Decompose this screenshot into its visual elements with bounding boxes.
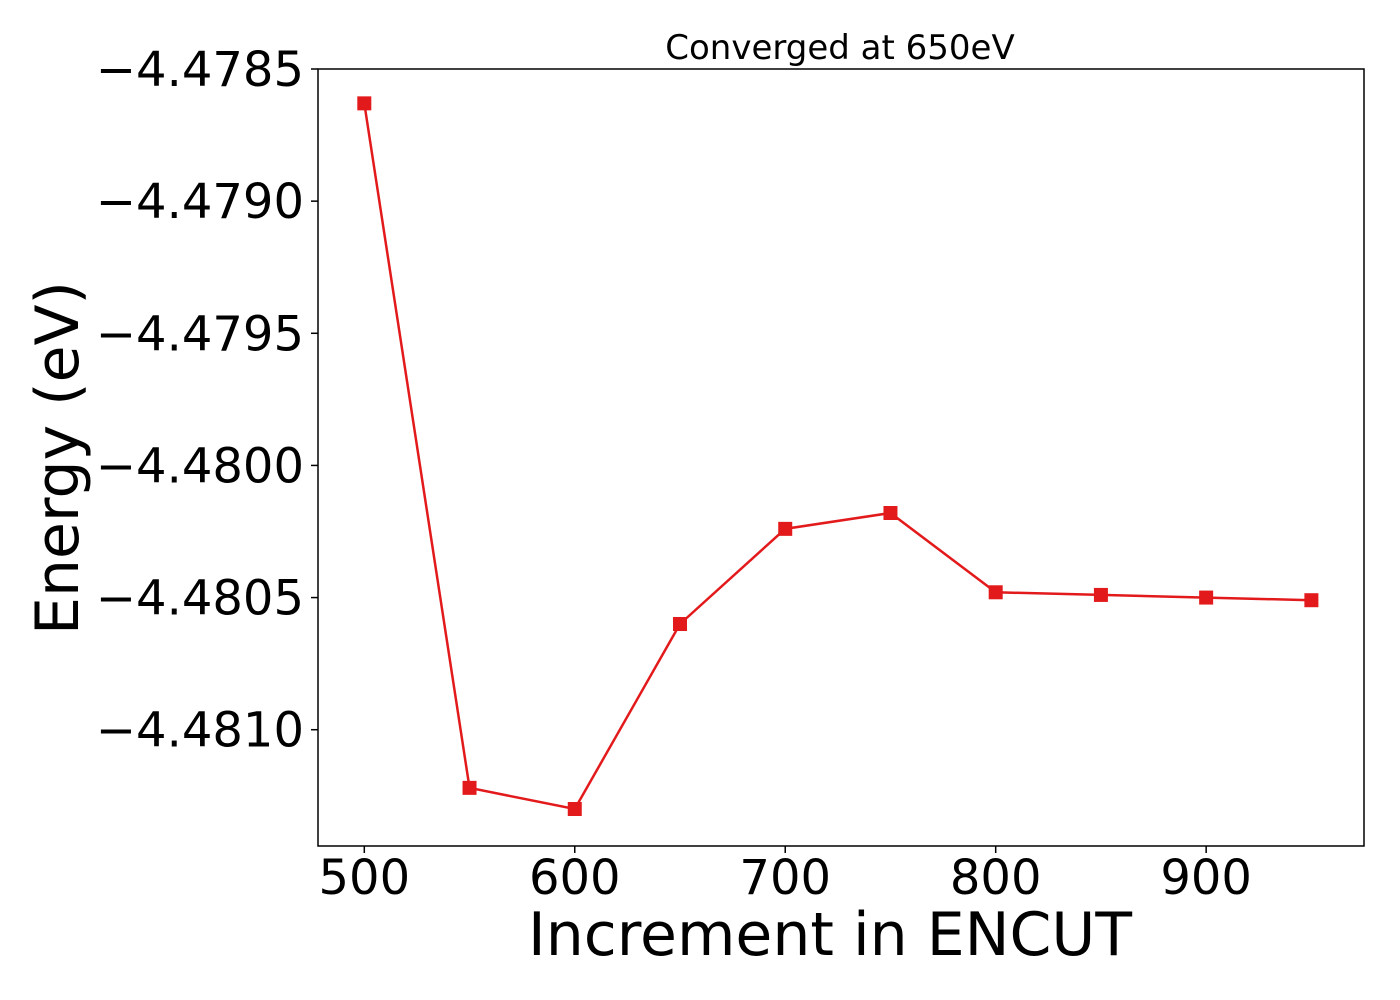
data-point-marker [988,585,1003,600]
y-axis-label: Energy (eV) [23,281,93,635]
y-tick-label: −4.4810 [96,703,304,759]
data-point-marker [1093,587,1108,602]
x-tick-label: 900 [1160,850,1252,906]
chart-title: Converged at 650eV [665,28,1014,68]
x-axis-label: Increment in ENCUT [528,900,1132,970]
series-line [363,103,1312,811]
x-tick-label: 800 [950,850,1042,906]
y-tick-label: −4.4800 [96,438,304,494]
y-tick-label: −4.4805 [96,571,304,627]
data-point-marker [883,506,898,520]
y-tick-label: −4.4795 [96,306,304,362]
data-point-marker [567,802,582,816]
data-point-marker [357,96,372,111]
x-tick-label: 600 [529,850,621,906]
data-point-marker [778,521,793,536]
data-point-marker [462,780,477,795]
x-tick-label: 700 [739,850,831,906]
y-tick-label: −4.4790 [96,174,304,230]
plot-background [318,69,1364,846]
y-tick-label: −4.4785 [96,42,304,98]
x-tick-label: 500 [318,850,410,906]
data-point-marker [1304,593,1319,608]
axis-ticks: 500 600 700 800 900 −4.4785 −4.4790 −4.4795 −4.4… [96,42,1252,906]
data-point-marker [1199,590,1214,605]
data-point-marker [672,617,687,631]
series-layer [357,96,1319,816]
plot-frame [317,68,1365,847]
